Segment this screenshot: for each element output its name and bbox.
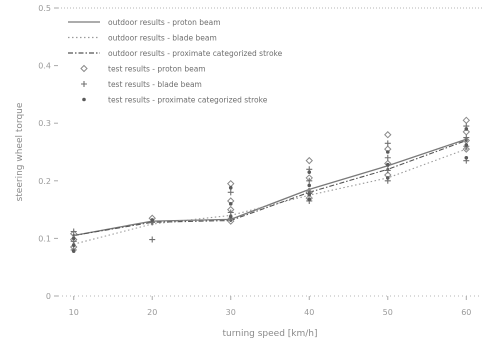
scatter-point bbox=[384, 140, 391, 147]
legend-marker bbox=[82, 97, 86, 102]
scatter-point bbox=[71, 243, 76, 248]
legend-marker bbox=[80, 64, 88, 73]
x-tick-label: 50 bbox=[383, 308, 393, 317]
scatter-point bbox=[227, 209, 234, 216]
series-line bbox=[73, 148, 467, 245]
legend-item: test results - proton beam bbox=[80, 64, 206, 74]
scatter-point bbox=[305, 156, 313, 165]
scatter-point bbox=[384, 131, 392, 139]
scatter-point bbox=[227, 189, 234, 196]
x-tick-label: 30 bbox=[226, 308, 236, 317]
scatter-point bbox=[385, 176, 390, 180]
series-2 bbox=[72, 147, 468, 246]
legend-item: outdoor results - blade beam bbox=[68, 34, 217, 43]
scatter-point bbox=[71, 236, 76, 241]
scatter-point bbox=[70, 228, 77, 235]
x-tick-label: 40 bbox=[304, 308, 314, 317]
legend-label: test results - proton beam bbox=[108, 65, 206, 74]
scatter-point bbox=[307, 197, 312, 202]
scatter-point bbox=[464, 127, 469, 131]
x-axis-label: turning speed [km/h] bbox=[222, 329, 317, 339]
series-1 bbox=[72, 137, 468, 237]
scatter-point bbox=[385, 162, 390, 167]
scatter-point bbox=[384, 167, 391, 174]
scatter-point bbox=[463, 134, 470, 141]
scatter-point bbox=[228, 185, 233, 190]
y-tick-label: 0.4 bbox=[38, 62, 51, 71]
scatter-point bbox=[464, 155, 469, 160]
legend-label: test results - proximate categorized str… bbox=[108, 96, 268, 105]
series-3 bbox=[72, 139, 468, 237]
y-tick-label: 0 bbox=[46, 292, 51, 301]
axes: 0 0.1 0.2 0.3 0.4 0.5 10 20 30 40 50 60 bbox=[38, 4, 482, 317]
scatter-point bbox=[462, 116, 471, 125]
scatter-point bbox=[71, 249, 76, 253]
scatter-point bbox=[385, 150, 390, 154]
scatter-point bbox=[462, 145, 471, 153]
legend-label: outdoor results - blade beam bbox=[108, 34, 217, 43]
legend-marker bbox=[81, 81, 87, 87]
series-line bbox=[73, 139, 467, 237]
x-tick-label: 60 bbox=[461, 308, 471, 317]
scatter-point bbox=[227, 217, 235, 225]
legend-item: outdoor results - proximate categorized … bbox=[68, 49, 283, 58]
scatter-point bbox=[307, 192, 312, 197]
x-tick-label: 10 bbox=[69, 308, 79, 317]
scatter-point bbox=[227, 179, 235, 188]
series-6 bbox=[71, 127, 469, 253]
scatter-point bbox=[384, 159, 392, 168]
scatter-point bbox=[149, 236, 156, 243]
legend-label: outdoor results - proton beam bbox=[108, 18, 221, 27]
scatter-point bbox=[150, 218, 155, 222]
legend-item: outdoor results - proton beam bbox=[68, 18, 221, 27]
scatter-point bbox=[384, 154, 391, 161]
legend-label: outdoor results - proximate categorized … bbox=[108, 49, 283, 58]
scatter-point bbox=[228, 202, 233, 206]
scatter-point bbox=[464, 143, 469, 147]
legend: outdoor results - proton beam outdoor res… bbox=[68, 18, 283, 105]
y-tick-label: 0.1 bbox=[38, 234, 51, 243]
scatter-point bbox=[307, 183, 312, 188]
series-5 bbox=[70, 123, 470, 253]
scatter-point bbox=[306, 177, 313, 184]
y-tick-label: 0.5 bbox=[38, 4, 51, 13]
y-tick-label: 0.3 bbox=[38, 119, 51, 128]
legend-label: test results - blade beam bbox=[108, 80, 202, 89]
scatter-point bbox=[228, 214, 233, 219]
x-tick-label: 20 bbox=[147, 308, 157, 317]
series-line bbox=[73, 138, 467, 237]
chart-marks bbox=[69, 116, 471, 253]
legend-item: test results - proximate categorized str… bbox=[82, 96, 268, 105]
y-tick-label: 0.2 bbox=[38, 177, 51, 186]
legend-item: test results - blade beam bbox=[81, 80, 202, 89]
scatter-point bbox=[307, 170, 312, 174]
y-axis-label: steering wheel torque bbox=[15, 102, 25, 201]
series-4 bbox=[69, 116, 471, 251]
